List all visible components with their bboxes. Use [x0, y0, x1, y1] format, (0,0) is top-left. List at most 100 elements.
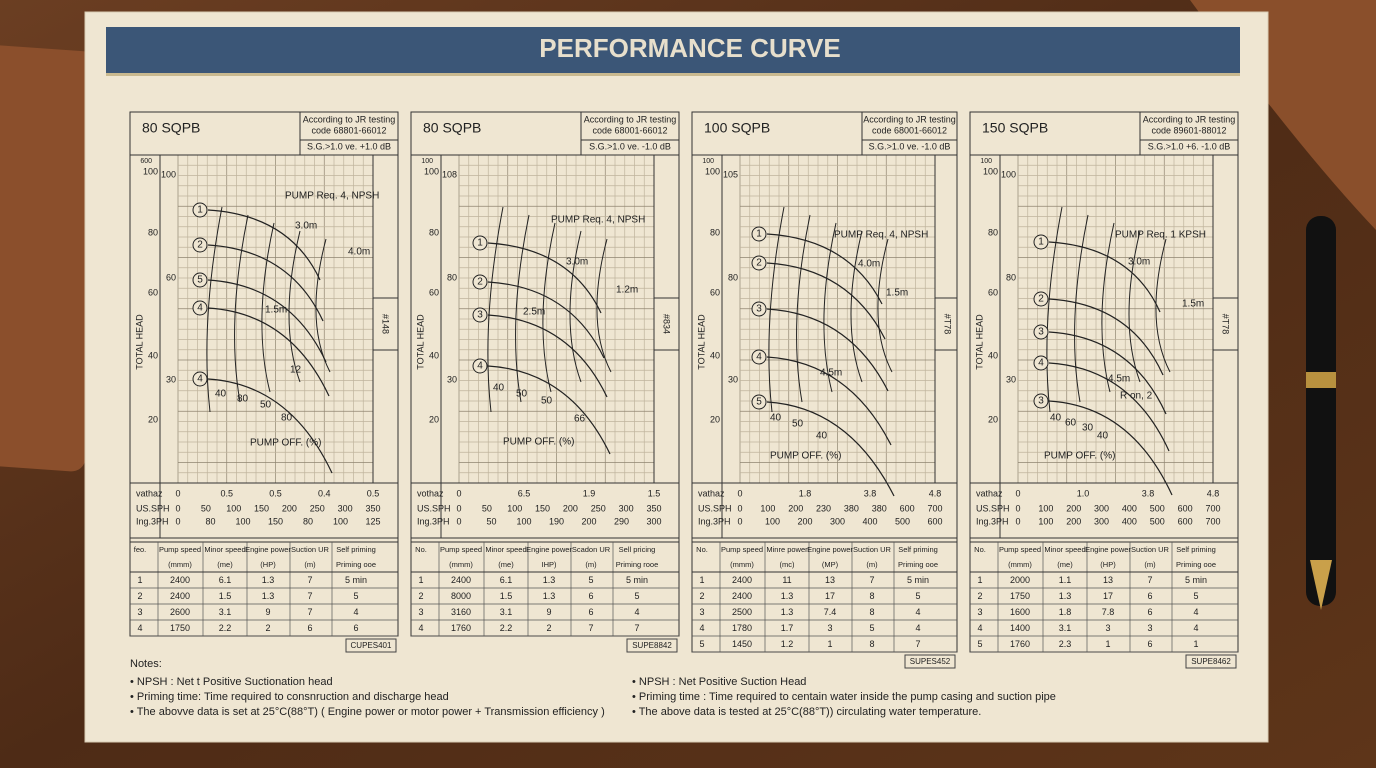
table-header: feo.	[134, 545, 147, 554]
x-row-value: 150	[268, 516, 283, 526]
curve-marker-label: 4	[197, 374, 203, 385]
efficiency-curve	[515, 214, 530, 403]
table-cell: 2400	[170, 591, 190, 601]
x-row-label: Ing.3PH	[698, 516, 731, 526]
table-unit: (m)	[1144, 560, 1156, 569]
table-cell: 1	[137, 575, 142, 585]
table-cell: 5 min	[1185, 575, 1207, 585]
head-curve	[766, 356, 892, 446]
head-curve	[487, 314, 608, 398]
table-cell: 2	[977, 591, 982, 601]
table-unit: (HP)	[1100, 560, 1116, 569]
curve-marker	[472, 274, 488, 290]
sg-line: S.G.>1.0 ve. +1.0 dB	[307, 141, 391, 151]
head-curve	[207, 378, 333, 474]
title-rule	[106, 73, 1240, 76]
y-title: TOTAL HEAD	[696, 314, 706, 370]
curve-marker-label: 5	[197, 275, 203, 286]
x-row-value: 600	[1178, 516, 1193, 526]
table-cell: 5	[977, 639, 982, 649]
head-curve	[766, 233, 883, 305]
standard-line: According to JR testing	[303, 114, 396, 124]
y-label: 80	[988, 227, 998, 237]
table-cell: 3	[977, 607, 982, 617]
table-header: Engine power	[245, 545, 291, 554]
table-cell: 1.3	[1059, 591, 1072, 601]
x-row-value: 1.0	[1077, 488, 1090, 498]
title-band	[106, 27, 1240, 73]
inner-label: 80	[447, 272, 457, 282]
table-cell: 7	[307, 607, 312, 617]
x-row-value: 250	[591, 503, 606, 513]
table-header: No.	[415, 545, 427, 554]
efficiency-curve	[1046, 206, 1063, 413]
efficiency-curve	[1128, 230, 1141, 383]
annotation: PUMP Req. 1 KPSH	[1115, 230, 1206, 241]
y-label: 20	[429, 414, 439, 424]
table-cell: 2.3	[1059, 639, 1072, 649]
table-cell: 2	[418, 591, 423, 601]
table-cell: 1600	[1010, 607, 1030, 617]
table-header: Self priming	[336, 545, 376, 554]
x-row-label: US.SPH	[698, 503, 732, 513]
annotation: 4.0m	[348, 247, 370, 258]
table-cell: 3	[418, 607, 423, 617]
table-unit: (MP)	[822, 560, 839, 569]
table-cell: 1.1	[1059, 575, 1072, 585]
curve-marker	[751, 255, 767, 271]
x-row-label: vathaz	[976, 488, 1003, 498]
inner-label: 100	[1001, 169, 1016, 179]
x-row-value: 150	[254, 503, 269, 513]
table-cell: 4	[915, 607, 920, 617]
table-cell: 5	[634, 591, 639, 601]
efficiency-curve	[315, 238, 331, 373]
head-curve	[1048, 331, 1167, 415]
head-curve	[207, 279, 327, 363]
y-top-label: 100	[421, 158, 433, 165]
x-row-value: 80	[205, 516, 215, 526]
table-cell: 5	[915, 591, 920, 601]
x-row-value: 50	[201, 503, 211, 513]
x-row-value: 230	[816, 503, 831, 513]
table-cell: 7	[915, 639, 920, 649]
x-row-label: US.SPH	[976, 503, 1010, 513]
y-top-label: 100	[702, 158, 714, 165]
curve-marker	[1033, 234, 1049, 250]
efficiency-curve	[596, 238, 612, 373]
head-curve	[207, 209, 321, 281]
y-label: 60	[148, 287, 158, 297]
table-cell: 11	[782, 575, 791, 585]
y-label: 20	[988, 414, 998, 424]
efficiency-curve	[542, 222, 556, 393]
annotation: 40	[816, 431, 828, 442]
curve-marker-label: 2	[1038, 294, 1044, 305]
table-cell: 1450	[732, 639, 752, 649]
x-row-label: vathaz	[136, 488, 163, 498]
sg-line: S.G.>1.0 +6. -1.0 dB	[1148, 141, 1231, 151]
x-row-value: 0	[456, 503, 461, 513]
panel-code: SUPE8462	[1191, 657, 1231, 666]
x-row-value: 300	[338, 503, 353, 513]
table-cell: 2600	[170, 607, 190, 617]
curve-marker	[472, 358, 488, 374]
note-line: • Priming time : Time required to centai…	[632, 691, 1056, 703]
y-label: 20	[710, 414, 720, 424]
table-cell: 5	[588, 575, 593, 585]
curve-marker	[1033, 393, 1049, 409]
table-header: Self priming	[1176, 545, 1216, 554]
standard-box	[861, 111, 958, 156]
table-cell: 1400	[1010, 623, 1030, 633]
table-unit: Priming ooe	[336, 560, 376, 569]
x-row-value: 100	[235, 516, 250, 526]
table-unit: (m)	[866, 560, 878, 569]
annotation: 3.0m	[566, 257, 588, 268]
table-unit: Priming ooe	[1176, 560, 1216, 569]
efficiency-curve	[1155, 238, 1171, 373]
x-row-value: 400	[1122, 503, 1137, 513]
annotation: PUMP Req. 4, NPSH	[834, 230, 928, 241]
table-cell: 3	[1105, 623, 1110, 633]
table-cell: 6	[1147, 639, 1152, 649]
table-cell: 7	[307, 591, 312, 601]
code-box	[345, 638, 397, 653]
